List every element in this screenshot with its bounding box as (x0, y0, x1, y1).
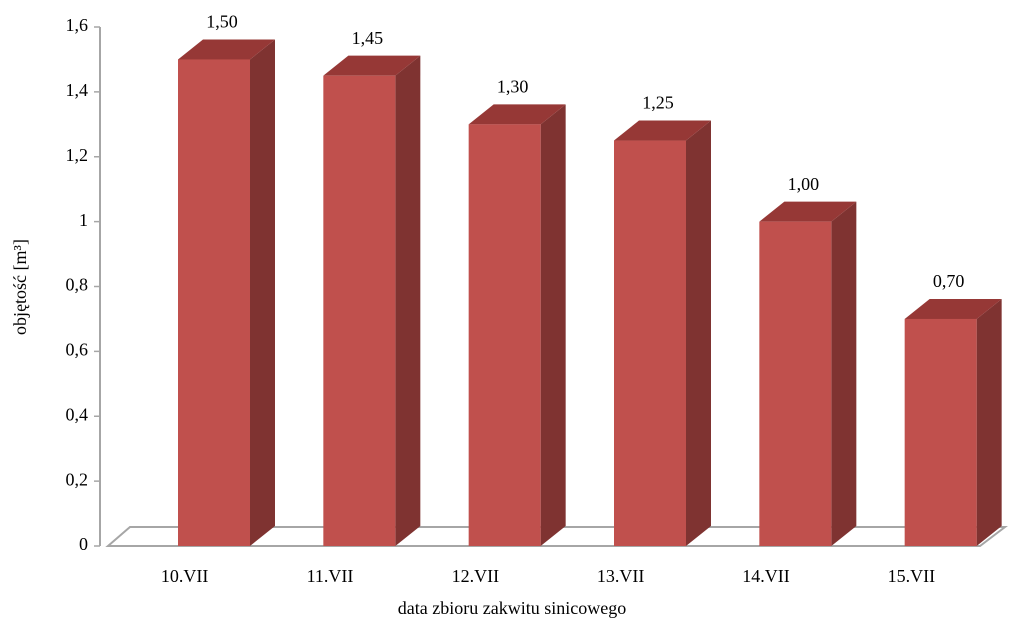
x-tick-label: 14.VII (742, 566, 790, 586)
value-label: 0,70 (933, 271, 965, 291)
bar-side (395, 55, 421, 546)
bar (614, 140, 686, 546)
bar-side (540, 104, 566, 546)
y-tick-label: 0,6 (66, 340, 89, 360)
bar-top (904, 298, 1002, 319)
bar (759, 221, 832, 546)
y-tick-label: 0,8 (66, 275, 89, 295)
x-tick-label: 13.VII (597, 566, 645, 586)
bar-top (178, 39, 275, 60)
y-tick-label: 1,4 (66, 80, 89, 100)
y-axis-title: objętość [m³] (10, 239, 30, 335)
bar-top (614, 120, 711, 141)
x-axis-title: data zbioru zakwitu sinicowego (398, 598, 626, 618)
value-label: 1,30 (497, 76, 529, 96)
floor (105, 526, 1008, 547)
bar-top (323, 55, 421, 76)
x-tick-label: 10.VII (161, 566, 209, 586)
value-label: 1,45 (352, 28, 384, 48)
bar-side (686, 120, 711, 546)
y-tick-label: 0,2 (66, 469, 89, 489)
x-tick-label: 12.VII (452, 566, 500, 586)
bar-side (831, 201, 857, 546)
bar-top (759, 201, 857, 222)
y-tick-label: 1 (79, 210, 88, 230)
bar (468, 124, 541, 546)
x-tick-label: 15.VII (888, 566, 936, 586)
y-tick-label: 0,4 (66, 404, 89, 424)
bar-side (976, 298, 1002, 546)
bar (323, 75, 396, 546)
value-label: 1,50 (206, 12, 238, 32)
bar-side (250, 39, 275, 546)
y-tick-label: 1,2 (66, 145, 89, 165)
y-tick-label: 1,6 (66, 15, 89, 35)
value-label: 1,25 (642, 93, 674, 113)
x-tick-label: 11.VII (307, 566, 354, 586)
y-tick-label: 0 (79, 534, 88, 554)
bar (178, 59, 250, 546)
bar (904, 318, 977, 546)
value-label: 1,00 (788, 174, 820, 194)
bar-top (468, 104, 566, 125)
